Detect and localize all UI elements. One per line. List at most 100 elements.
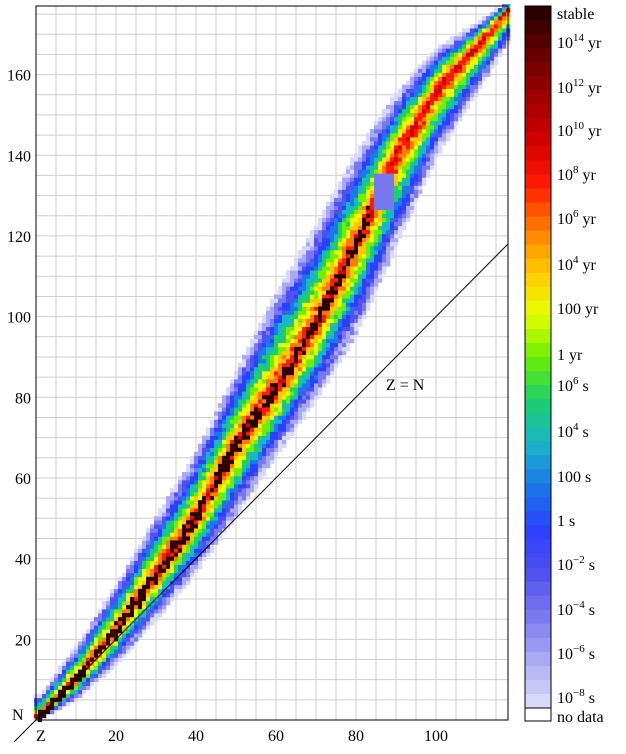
nuclide-cell	[54, 677, 59, 682]
nuclide-cell	[450, 125, 455, 130]
nuclide-cell	[198, 496, 203, 501]
nuclide-cell	[106, 653, 111, 658]
nuclide-cell	[422, 72, 427, 77]
nuclide-cell	[434, 149, 439, 154]
nuclide-cell	[74, 669, 79, 674]
nuclide-cell	[498, 28, 503, 33]
nuclide-cell	[110, 621, 115, 626]
nuclide-cell	[86, 657, 91, 662]
nuclide-cell	[222, 399, 227, 404]
nuclide-cell	[502, 16, 507, 21]
stable-nuclide	[70, 685, 74, 690]
nuclide-cell	[350, 322, 355, 327]
nuclide-cell	[414, 189, 419, 194]
nuclide-cell	[322, 217, 327, 223]
nuclide-cell	[290, 399, 295, 404]
nuclide-cell	[322, 318, 327, 323]
nuclide-cell	[354, 282, 359, 287]
nuclide-cell	[406, 92, 411, 98]
nuclide-cell	[150, 528, 155, 533]
nuclide-cell	[294, 290, 299, 295]
nuclide-cell	[334, 246, 339, 251]
nuclide-cell	[438, 88, 443, 94]
nuclide-cell	[306, 346, 311, 352]
nuclide-cell	[418, 104, 423, 110]
nuclide-cell	[386, 120, 391, 126]
nuclide-cell	[374, 209, 379, 215]
nuclide-cell	[46, 689, 51, 695]
nuclide-cell	[246, 423, 251, 428]
nuclide-cell	[314, 298, 319, 303]
nuclide-cell	[394, 145, 399, 150]
nuclide-cell	[138, 629, 143, 634]
nuclide-cell	[254, 475, 259, 481]
nuclide-cell	[370, 233, 375, 239]
nuclide-cell	[334, 354, 339, 360]
nuclide-cell	[326, 233, 331, 239]
nuclide-cell	[230, 471, 235, 477]
nuclide-cell	[210, 439, 215, 444]
nuclide-cell	[230, 475, 235, 481]
stable-nuclide	[262, 403, 266, 408]
nuclide-cell	[274, 367, 279, 372]
nuclide-cell	[134, 556, 139, 561]
nuclide-cell	[146, 596, 151, 602]
nuclide-cell	[190, 548, 195, 553]
nuclide-cell	[258, 387, 263, 392]
nuclide-cell	[186, 500, 191, 505]
nuclide-cell	[390, 116, 395, 122]
nuclide-cell	[266, 322, 271, 327]
colorbar-swatch	[525, 665, 551, 681]
nuclide-cell	[318, 246, 323, 251]
nuclide-cell	[446, 64, 451, 69]
nuclide-cell	[210, 419, 215, 424]
nuclide-cell	[390, 177, 395, 182]
nuclide-cell	[206, 439, 211, 444]
nuclide-cell	[174, 560, 179, 565]
stable-nuclide	[150, 576, 154, 581]
nuclide-cell	[382, 250, 387, 255]
nuclide-cell	[226, 512, 231, 517]
stable-nuclide	[310, 326, 314, 331]
nuclide-cell	[130, 592, 135, 598]
nuclide-cell	[430, 120, 435, 126]
nuclide-cell	[374, 133, 379, 138]
nuclide-cell	[218, 484, 223, 489]
nuclide-cell	[254, 338, 259, 344]
nuclide-cell	[154, 617, 159, 622]
nuclide-cell	[354, 298, 359, 303]
nuclide-cell	[354, 294, 359, 299]
nuclide-cell	[62, 661, 67, 666]
nuclide-cell	[362, 197, 367, 202]
nuclide-cell	[258, 451, 263, 457]
nuclide-cell	[422, 116, 427, 122]
nuclide-cell	[354, 278, 359, 283]
nuclide-cell	[150, 560, 155, 565]
nuclide-cell	[490, 20, 495, 25]
nuclide-cell	[482, 48, 487, 53]
nuclide-cell	[126, 641, 131, 646]
nuclide-cell	[414, 72, 419, 77]
nuclide-cell	[346, 274, 351, 279]
nuclide-cell	[342, 298, 347, 303]
nuclide-cell	[294, 415, 299, 420]
nuclide-cell	[354, 205, 359, 211]
nuclide-cell	[278, 354, 283, 360]
nuclide-cell	[294, 399, 299, 404]
nuclide-cell	[414, 112, 419, 118]
nuclide-cell	[182, 576, 187, 582]
nuclide-cell	[398, 201, 403, 206]
nuclide-cell	[190, 496, 195, 501]
nuclide-cell	[242, 467, 247, 473]
nuclide-cell	[74, 665, 79, 670]
nuclide-cell	[338, 229, 343, 235]
nuclide-cell	[442, 48, 447, 53]
stable-nuclide	[146, 584, 150, 589]
nuclide-cell	[306, 258, 311, 263]
nuclide-cell	[314, 250, 319, 255]
nuclide-cell	[286, 310, 291, 315]
nuclide-cell	[62, 665, 67, 670]
nuclide-cell	[338, 318, 343, 323]
nuclide-cell	[358, 157, 363, 162]
